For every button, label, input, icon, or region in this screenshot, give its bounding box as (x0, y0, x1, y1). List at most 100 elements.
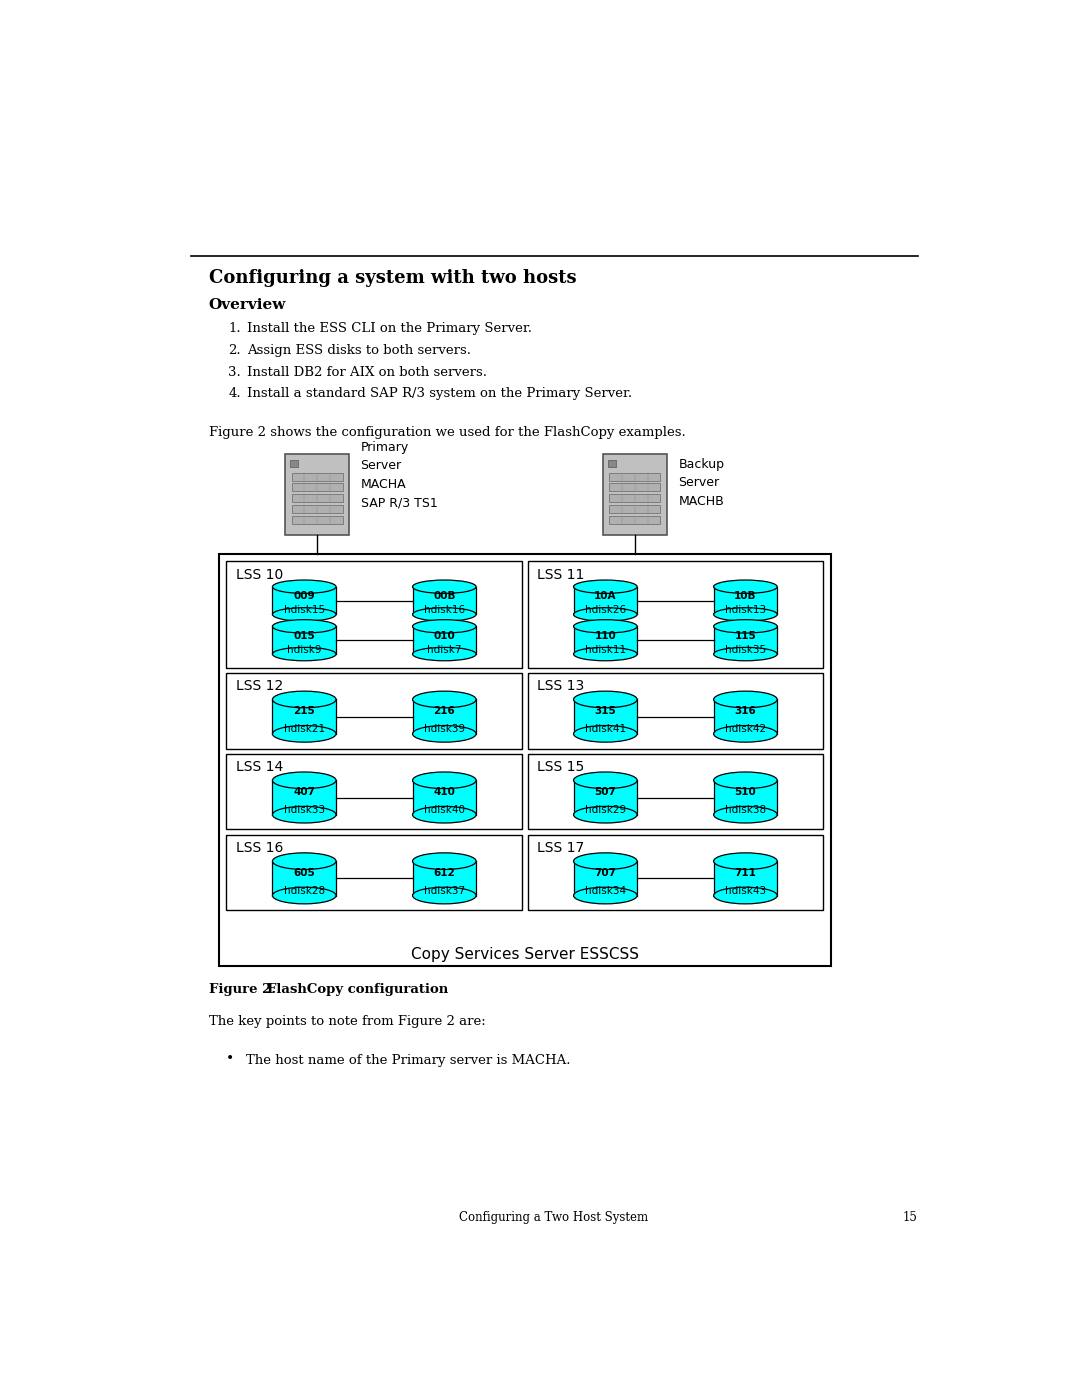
Ellipse shape (272, 620, 336, 633)
Text: hdisk13: hdisk13 (725, 605, 766, 616)
FancyBboxPatch shape (227, 673, 522, 749)
Bar (413, 700, 476, 733)
Bar (413, 781, 476, 814)
FancyBboxPatch shape (227, 562, 522, 668)
Text: 711: 711 (734, 868, 756, 877)
Ellipse shape (413, 852, 476, 869)
Text: hdisk41: hdisk41 (584, 724, 626, 733)
Text: •: • (226, 1052, 234, 1066)
Text: hdisk38: hdisk38 (725, 805, 766, 814)
Text: hdisk43: hdisk43 (725, 886, 766, 895)
Text: The key points to note from Figure 2 are:: The key points to note from Figure 2 are… (208, 1016, 485, 1028)
Text: LSS 12: LSS 12 (235, 679, 283, 693)
Text: 15: 15 (903, 1211, 918, 1224)
Text: 1.: 1. (229, 321, 241, 335)
Bar (609, 472, 660, 481)
Text: 507: 507 (594, 787, 617, 796)
Bar (292, 483, 342, 492)
Ellipse shape (573, 773, 637, 789)
Text: 605: 605 (294, 868, 315, 877)
Bar (413, 861, 476, 895)
Ellipse shape (714, 580, 778, 594)
Text: Install a standard SAP R/3 system on the Primary Server.: Install a standard SAP R/3 system on the… (247, 387, 633, 401)
Text: Figure 2 shows the configuration we used for the FlashCopy examples.: Figure 2 shows the configuration we used… (208, 426, 686, 440)
Text: Copy Services Server ESSCSS: Copy Services Server ESSCSS (410, 947, 639, 961)
Text: LSS 10: LSS 10 (235, 567, 283, 581)
Bar (291, 460, 298, 468)
Ellipse shape (573, 887, 637, 904)
Bar (714, 700, 778, 733)
Text: Figure 2.: Figure 2. (208, 982, 285, 996)
Ellipse shape (413, 692, 476, 708)
Text: 216: 216 (433, 705, 455, 717)
Bar (272, 700, 336, 733)
Bar (573, 587, 637, 615)
Ellipse shape (714, 887, 778, 904)
Text: LSS 16: LSS 16 (235, 841, 283, 855)
Text: Assign ESS disks to both servers.: Assign ESS disks to both servers. (247, 344, 471, 356)
Text: 010: 010 (433, 631, 455, 641)
Ellipse shape (413, 773, 476, 789)
Ellipse shape (272, 806, 336, 823)
Text: FlashCopy configuration: FlashCopy configuration (267, 982, 448, 996)
Bar (714, 781, 778, 814)
FancyBboxPatch shape (218, 553, 831, 965)
Ellipse shape (272, 608, 336, 622)
Text: hdisk39: hdisk39 (423, 724, 464, 733)
Text: Backup
Server
MACHB: Backup Server MACHB (678, 458, 725, 507)
Text: 009: 009 (294, 591, 315, 601)
FancyBboxPatch shape (227, 835, 522, 911)
Text: hdisk15: hdisk15 (284, 605, 325, 616)
Text: LSS 13: LSS 13 (537, 679, 584, 693)
Text: 612: 612 (433, 868, 455, 877)
FancyBboxPatch shape (227, 754, 522, 830)
Ellipse shape (573, 852, 637, 869)
Ellipse shape (573, 806, 637, 823)
Ellipse shape (714, 806, 778, 823)
Ellipse shape (272, 887, 336, 904)
Bar (285, 454, 349, 535)
Text: hdisk7: hdisk7 (427, 645, 461, 655)
Ellipse shape (413, 580, 476, 594)
Bar (609, 515, 660, 524)
Text: LSS 15: LSS 15 (537, 760, 584, 774)
Bar (292, 472, 342, 481)
Text: 2.: 2. (229, 344, 241, 356)
Text: 410: 410 (433, 787, 456, 796)
Ellipse shape (714, 647, 778, 661)
Text: hdisk28: hdisk28 (284, 886, 325, 895)
Text: Configuring a Two Host System: Configuring a Two Host System (459, 1211, 648, 1224)
FancyBboxPatch shape (527, 562, 823, 668)
Bar (714, 861, 778, 895)
Bar (573, 700, 637, 733)
Bar (609, 495, 660, 502)
Ellipse shape (413, 887, 476, 904)
Bar (573, 626, 637, 654)
Text: 4.: 4. (229, 387, 241, 401)
Text: 407: 407 (294, 787, 315, 796)
FancyBboxPatch shape (527, 835, 823, 911)
Ellipse shape (272, 773, 336, 789)
Text: 315: 315 (594, 705, 617, 717)
Text: 110: 110 (594, 631, 617, 641)
Bar (272, 861, 336, 895)
Ellipse shape (714, 773, 778, 789)
FancyBboxPatch shape (527, 673, 823, 749)
Bar (272, 626, 336, 654)
Text: Configuring a system with two hosts: Configuring a system with two hosts (208, 268, 577, 286)
Ellipse shape (573, 647, 637, 661)
Text: Install DB2 for AIX on both servers.: Install DB2 for AIX on both servers. (247, 366, 487, 379)
FancyBboxPatch shape (527, 754, 823, 830)
Text: hdisk40: hdisk40 (423, 805, 464, 814)
Text: The host name of the Primary server is MACHA.: The host name of the Primary server is M… (246, 1053, 570, 1066)
Text: hdisk9: hdisk9 (287, 645, 322, 655)
Bar (292, 515, 342, 524)
Ellipse shape (714, 608, 778, 622)
Bar (603, 454, 666, 535)
Ellipse shape (272, 725, 336, 742)
Text: 510: 510 (734, 787, 756, 796)
Text: hdisk42: hdisk42 (725, 724, 766, 733)
Text: hdisk34: hdisk34 (584, 886, 626, 895)
Text: Install the ESS CLI on the Primary Server.: Install the ESS CLI on the Primary Serve… (247, 321, 532, 335)
Text: hdisk21: hdisk21 (284, 724, 325, 733)
